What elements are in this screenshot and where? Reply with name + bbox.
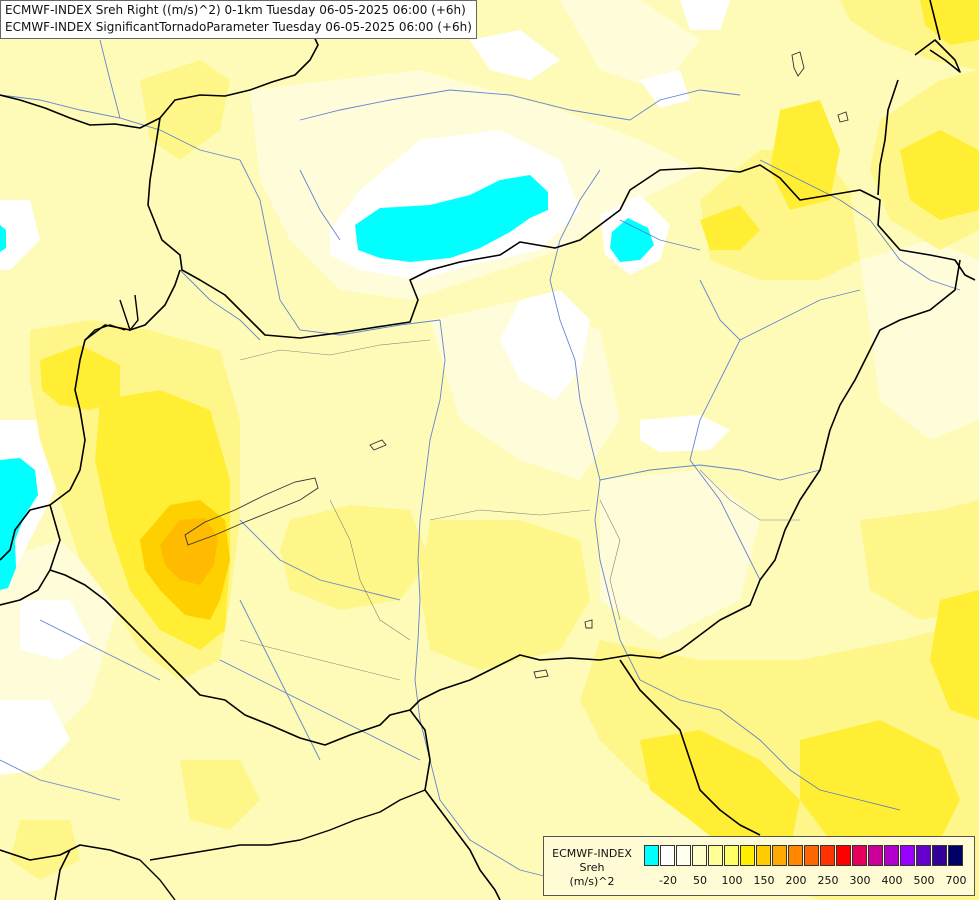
legend-swatch — [788, 845, 803, 866]
legend-swatch — [932, 845, 947, 866]
legend-swatch — [900, 845, 915, 866]
sreh-gold-areas — [140, 500, 230, 620]
legend-swatch — [740, 845, 755, 866]
legend-swatch — [948, 845, 963, 866]
legend-swatch — [852, 845, 867, 866]
legend-swatches — [644, 845, 964, 866]
legend-tick-label: 150 — [753, 874, 775, 887]
legend-tick-label: 100 — [721, 874, 743, 887]
legend-tick-label: 250 — [817, 874, 839, 887]
legend-tick-label: 50 — [693, 874, 707, 887]
legend-swatch — [804, 845, 819, 866]
color-legend: ECMWF-INDEX Sreh (m/s)^2 -20 50 100 150 200 2… — [543, 836, 975, 896]
title-line-2: ECMWF-INDEX SignificantTornadoParameter … — [5, 20, 472, 34]
legend-swatch — [692, 845, 707, 866]
map-title: ECMWF-INDEX Sreh Right ((m/s)^2) 0-1km T… — [0, 0, 477, 39]
legend-swatch — [868, 845, 883, 866]
legend-swatch — [708, 845, 723, 866]
legend-tick-label: 300 — [849, 874, 871, 887]
legend-swatch — [884, 845, 899, 866]
legend-swatch — [644, 845, 659, 866]
country-borders-south — [139, 789, 426, 900]
legend-variable: Sreh — [579, 861, 605, 874]
title-line-1: ECMWF-INDEX Sreh Right ((m/s)^2) 0-1km T… — [5, 3, 466, 17]
rivers — [0, 39, 961, 891]
legend-swatch — [836, 845, 851, 866]
legend-swatch — [756, 845, 771, 866]
legend-tick-label: -20 — [659, 874, 677, 887]
legend-swatch — [772, 845, 787, 866]
legend-swatch — [820, 845, 835, 866]
legend-tick-label: 500 — [913, 874, 935, 887]
lakes — [184, 51, 849, 679]
regional-borders — [239, 339, 800, 681]
legend-tick-label: 200 — [785, 874, 807, 887]
legend-swatch — [916, 845, 931, 866]
legend-tick-label: 400 — [881, 874, 903, 887]
legend-unit: (m/s)^2 — [569, 875, 615, 888]
legend-tick-label: 700 — [945, 874, 967, 887]
legend-swatch — [724, 845, 739, 866]
country-borders-west — [84, 294, 139, 341]
legend-title: ECMWF-INDEX — [552, 847, 632, 860]
legend-swatch — [660, 845, 675, 866]
legend-swatch — [676, 845, 691, 866]
